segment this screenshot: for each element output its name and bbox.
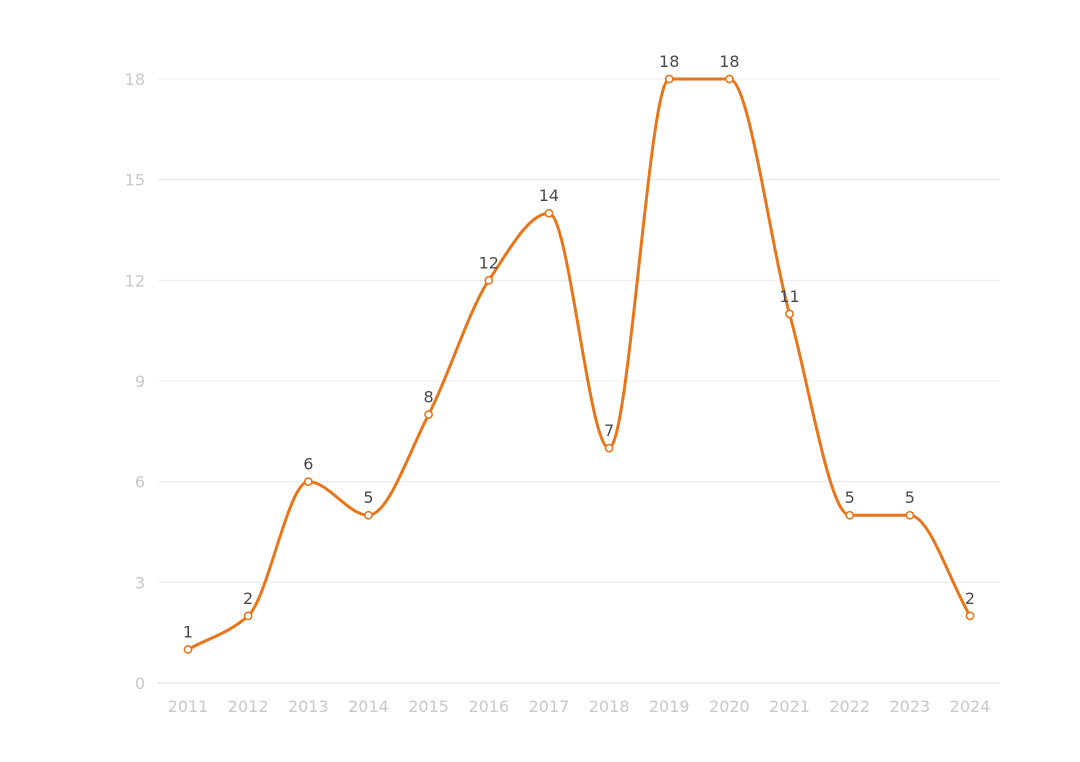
y-tick-label: 0 <box>135 674 145 693</box>
x-tick-label: 2013 <box>288 697 329 716</box>
data-point[interactable] <box>724 74 734 84</box>
x-tick-label: 2020 <box>709 697 750 716</box>
data-label: 7 <box>604 421 614 440</box>
x-tick-label: 2018 <box>589 697 630 716</box>
series-line <box>186 77 972 651</box>
x-tick-label: 2019 <box>649 697 690 716</box>
data-point[interactable] <box>484 275 494 285</box>
data-points <box>183 74 975 654</box>
y-tick-label: 15 <box>125 171 145 190</box>
data-point[interactable] <box>845 510 855 520</box>
x-tick-label: 2014 <box>348 697 389 716</box>
data-point[interactable] <box>424 410 434 419</box>
data-label: 14 <box>539 186 559 205</box>
data-label: 18 <box>659 52 679 71</box>
x-tick-label: 2011 <box>168 697 209 716</box>
data-label: 2 <box>965 589 975 608</box>
x-tick-label: 2024 <box>950 697 991 716</box>
y-tick-label: 12 <box>125 271 145 290</box>
data-label: 8 <box>424 388 434 407</box>
data-label: 2 <box>243 589 253 608</box>
data-point[interactable] <box>965 611 975 621</box>
x-tick-label: 2017 <box>529 697 570 716</box>
x-tick-label: 2015 <box>408 697 449 716</box>
data-point[interactable] <box>303 477 313 487</box>
x-tick-label: 2016 <box>468 697 509 716</box>
data-point[interactable] <box>785 309 794 319</box>
data-label: 18 <box>719 52 739 71</box>
data-label: 5 <box>905 488 915 507</box>
y-tick-label: 6 <box>135 473 145 492</box>
x-tick-label: 2021 <box>769 697 810 716</box>
data-point[interactable] <box>243 611 253 621</box>
grid-lines <box>158 78 1000 684</box>
data-point[interactable] <box>905 510 915 520</box>
x-tick-label: 2023 <box>889 697 930 716</box>
data-label: 6 <box>303 455 313 474</box>
data-point[interactable] <box>664 74 674 84</box>
data-point[interactable] <box>183 645 193 654</box>
data-point[interactable] <box>364 510 373 520</box>
x-axis-tick-labels: 2011 2012 2013 2014 2015 2016 2017 2018 2019 2020… <box>168 697 991 716</box>
data-label: 5 <box>845 488 855 507</box>
data-label: 5 <box>363 488 373 507</box>
data-label: 1 <box>183 622 193 641</box>
data-point[interactable] <box>604 443 614 453</box>
x-tick-label: 2022 <box>829 697 870 716</box>
y-axis-tick-labels: 0 3 6 9 12 15 18 <box>125 70 145 693</box>
data-point[interactable] <box>544 208 554 218</box>
x-tick-label: 2012 <box>228 697 269 716</box>
data-label: 12 <box>479 253 499 272</box>
series-lines <box>186 77 972 651</box>
y-tick-label: 3 <box>135 573 145 592</box>
data-label: 11 <box>779 287 799 306</box>
y-tick-label: 18 <box>125 70 145 89</box>
y-tick-label: 9 <box>135 372 145 391</box>
